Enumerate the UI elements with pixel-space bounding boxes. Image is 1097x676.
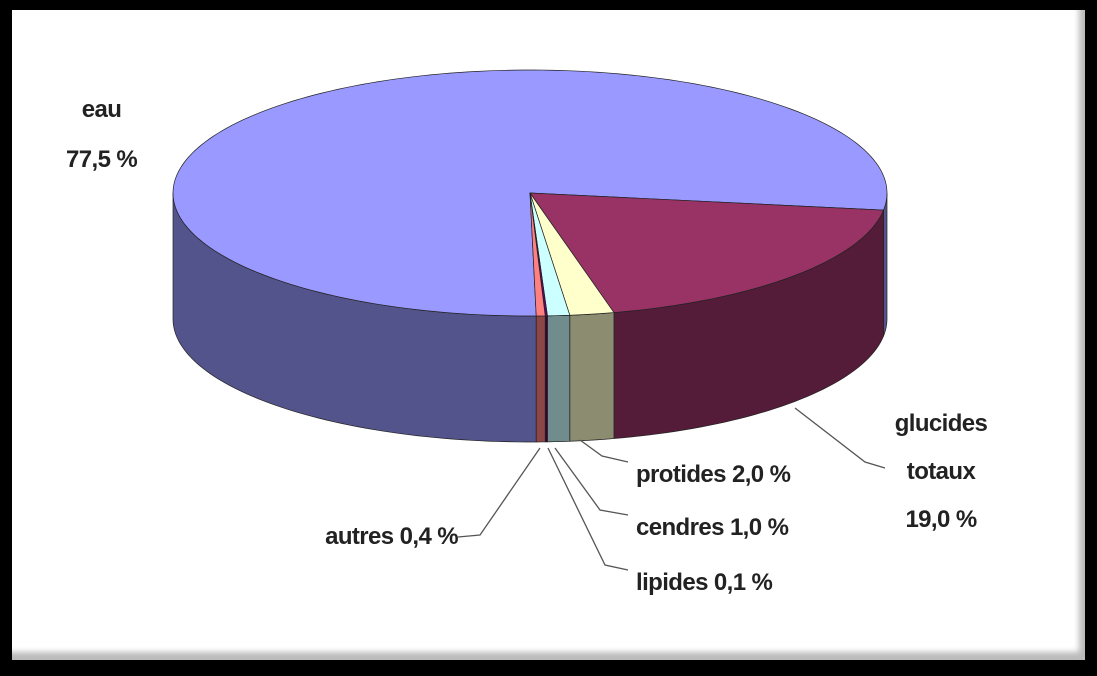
leader-line (457, 447, 541, 538)
value-label: 19,0 % (905, 506, 977, 533)
slice-label: autres 0,4 % (325, 512, 458, 562)
pie-slice-side (883, 192, 888, 337)
pie-slice (529, 192, 615, 316)
pie-slice (529, 192, 884, 313)
value-label: 0,4 % (399, 523, 459, 550)
leader-line (579, 439, 629, 463)
slice-label: cendres 1,0 % (636, 503, 789, 553)
pie-slice-side (547, 314, 571, 443)
category-label: eau (81, 96, 122, 123)
chart-area: eau 77,5 % glucides totaux 19,0 % protides 2… (12, 10, 1085, 660)
leader-line (547, 447, 629, 571)
slice-label: lipides 0,1 % (636, 558, 773, 608)
leader-line (554, 447, 629, 516)
leader-lines (457, 407, 886, 571)
slice-label: protides 2,0 % (636, 450, 791, 500)
category-label: glucides totaux (894, 410, 988, 485)
category-label: protides (636, 461, 726, 488)
value-label: 77,5 % (66, 146, 138, 173)
value-label: 0,1 % (713, 569, 773, 596)
pie-slice-side (535, 315, 546, 443)
slice-label: eau 77,5 % (66, 85, 138, 185)
category-label: cendres (636, 514, 724, 541)
value-label: 2,0 % (731, 461, 791, 488)
category-label: lipides (636, 569, 708, 596)
pie-slice (529, 192, 546, 317)
chart (172, 69, 888, 571)
category-label: autres (325, 523, 394, 550)
pie-slice-side (569, 312, 615, 442)
slice-label: glucides totaux 19,0 % (886, 400, 996, 544)
value-label: 1,0 % (729, 514, 789, 541)
leader-line (794, 407, 886, 469)
pie-sides (172, 192, 888, 443)
pie-tops (172, 69, 888, 317)
